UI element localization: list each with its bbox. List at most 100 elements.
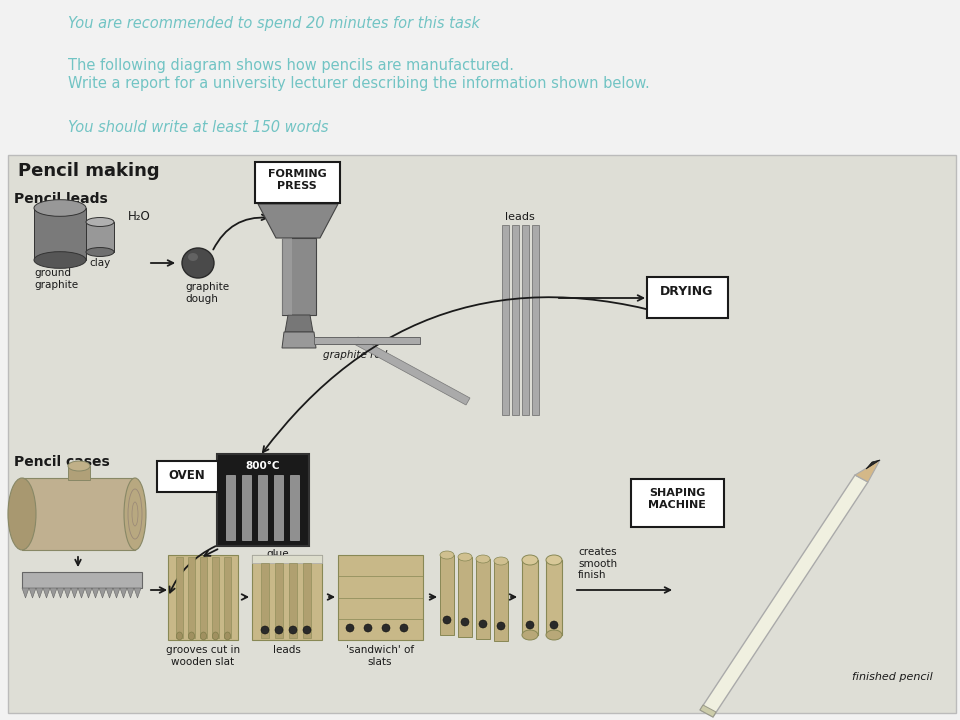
Polygon shape [338,555,423,640]
Polygon shape [78,588,85,598]
Circle shape [382,624,390,632]
Text: FORMING
PRESS: FORMING PRESS [268,169,326,191]
Ellipse shape [182,248,214,278]
Polygon shape [22,478,135,550]
Polygon shape [120,588,127,598]
Text: Pencil cases: Pencil cases [14,455,109,469]
Text: Write a report for a university lecturer describing the information shown below.: Write a report for a university lecturer… [68,76,650,91]
Polygon shape [57,588,64,598]
Circle shape [461,618,469,626]
Polygon shape [134,588,141,598]
Polygon shape [282,332,316,348]
Polygon shape [85,588,92,598]
Polygon shape [22,588,29,598]
Text: finished pencil: finished pencil [852,672,933,682]
Polygon shape [354,337,470,405]
Polygon shape [50,588,57,598]
Text: 800°C: 800°C [246,461,280,471]
Polygon shape [86,222,114,252]
Circle shape [526,621,534,629]
Ellipse shape [124,478,146,550]
Polygon shape [866,460,880,469]
Polygon shape [64,588,71,598]
Polygon shape [34,208,86,260]
Text: ground
graphite: ground graphite [34,268,78,289]
Polygon shape [494,561,508,641]
Polygon shape [261,563,269,638]
Text: graphite
dough: graphite dough [185,282,229,304]
Ellipse shape [188,253,198,261]
Polygon shape [700,475,868,717]
Polygon shape [22,572,142,588]
Polygon shape [440,555,454,635]
Text: 'sandwich' of
slats: 'sandwich' of slats [346,645,414,667]
Circle shape [303,626,311,634]
Circle shape [261,626,269,634]
Polygon shape [226,475,235,540]
Polygon shape [43,588,50,598]
Circle shape [443,616,451,624]
Circle shape [497,622,505,630]
Ellipse shape [546,555,562,565]
FancyBboxPatch shape [631,479,724,526]
Text: H₂O: H₂O [128,210,151,223]
Polygon shape [188,557,195,638]
Circle shape [479,620,487,628]
Polygon shape [113,588,120,598]
Text: grooves cut in
wooden slat: grooves cut in wooden slat [166,645,240,667]
Ellipse shape [68,461,90,471]
Text: graphite rod: graphite rod [323,350,387,360]
Ellipse shape [34,199,86,216]
Ellipse shape [458,553,472,561]
Ellipse shape [440,551,454,559]
Circle shape [364,624,372,632]
Polygon shape [242,475,251,540]
Text: You should write at least 150 words: You should write at least 150 words [68,120,328,135]
Polygon shape [303,563,311,638]
Polygon shape [502,225,509,415]
Polygon shape [275,563,283,638]
Polygon shape [285,315,313,332]
Circle shape [275,626,283,634]
Polygon shape [290,475,299,540]
Text: leads: leads [273,645,300,655]
Polygon shape [258,204,338,238]
Polygon shape [68,466,90,480]
FancyBboxPatch shape [646,276,728,318]
Polygon shape [71,588,78,598]
Polygon shape [258,475,267,540]
Polygon shape [522,225,529,415]
Polygon shape [252,555,322,563]
Polygon shape [274,475,283,540]
Polygon shape [252,555,322,640]
Circle shape [400,624,408,632]
Polygon shape [176,557,183,638]
Ellipse shape [177,632,182,640]
Ellipse shape [201,632,206,640]
Polygon shape [99,588,106,598]
Text: leads: leads [505,212,535,222]
Polygon shape [212,557,219,638]
Circle shape [550,621,558,629]
Polygon shape [546,560,562,635]
Polygon shape [200,557,207,638]
Polygon shape [282,238,316,315]
Polygon shape [700,705,716,717]
Ellipse shape [476,555,490,563]
FancyBboxPatch shape [254,161,340,202]
Ellipse shape [225,632,230,640]
Polygon shape [855,460,880,482]
Polygon shape [36,588,43,598]
Ellipse shape [546,630,562,640]
FancyBboxPatch shape [217,454,309,546]
Polygon shape [106,588,113,598]
Ellipse shape [494,557,508,565]
Polygon shape [92,588,99,598]
Polygon shape [289,563,297,638]
Polygon shape [532,225,539,415]
Ellipse shape [522,555,538,565]
Polygon shape [282,238,292,315]
Polygon shape [522,560,538,635]
Text: You are recommended to spend 20 minutes for this task: You are recommended to spend 20 minutes … [68,16,480,31]
Polygon shape [127,588,134,598]
